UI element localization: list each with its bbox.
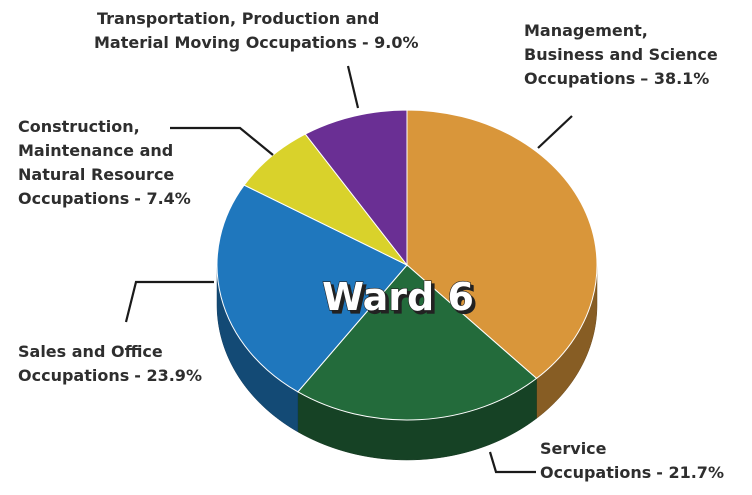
category-label: Transportation, Production and Material … — [94, 9, 385, 52]
leader-line — [346, 65, 360, 109]
category-label: Management, Business and Science Occupat… — [524, 21, 723, 88]
pie-top — [216, 109, 598, 421]
leader-line — [488, 451, 536, 474]
value-label: - 21.7% — [656, 463, 724, 482]
category-label: Construction, Maintenance and Natural Re… — [18, 117, 180, 208]
leader-line — [124, 280, 214, 323]
slice — [304, 109, 408, 267]
slice — [216, 184, 408, 393]
chart-title: Ward 6 — [322, 275, 474, 319]
slice — [406, 109, 598, 380]
labels: Management, Business and Science Occupat… — [18, 9, 724, 482]
leader-line — [537, 115, 573, 149]
value-label: - 7.4% — [134, 189, 191, 208]
leader-line — [170, 126, 274, 156]
value-label: - 9.0% — [362, 33, 419, 52]
category-label: Sales and Office Occupations — [18, 342, 168, 385]
category-label: Service Occupations — [540, 439, 651, 482]
value-label: - 23.9% — [134, 366, 202, 385]
value-label: – 38.1% — [640, 69, 709, 88]
leaders — [124, 65, 573, 474]
slice — [297, 264, 538, 421]
